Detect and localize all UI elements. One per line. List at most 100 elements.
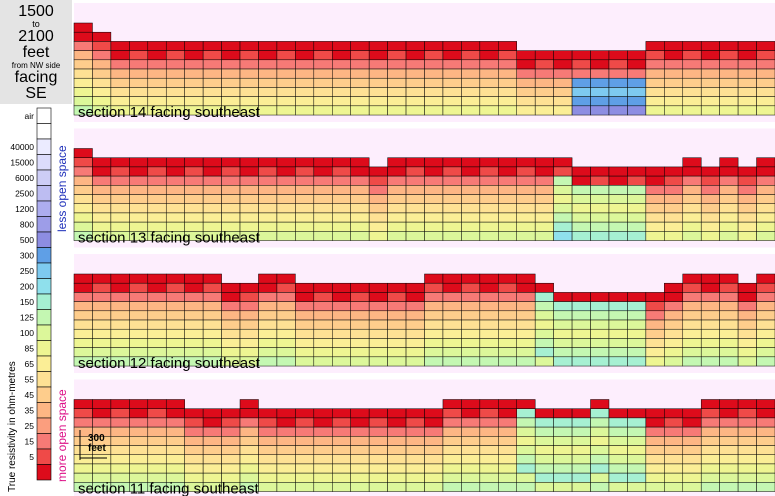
heatmap-cell xyxy=(332,356,351,367)
heatmap-cell xyxy=(627,319,647,330)
heatmap-cell xyxy=(295,68,315,79)
heatmap-cell xyxy=(258,175,278,186)
heatmap-cell xyxy=(368,408,388,419)
legend-swatch xyxy=(36,107,52,124)
heatmap-cell xyxy=(73,185,93,195)
heatmap-cell xyxy=(221,203,241,214)
heatmap-cell xyxy=(313,166,333,177)
heatmap-cell xyxy=(92,292,112,302)
heatmap-cell xyxy=(129,301,149,312)
heatmap-cell xyxy=(645,166,665,177)
heatmap-cell xyxy=(442,408,462,419)
heatmap-cell xyxy=(553,212,573,223)
heatmap-cell xyxy=(276,175,296,186)
heatmap-cell xyxy=(350,338,370,348)
heatmap-cell xyxy=(627,347,647,358)
heatmap-cell xyxy=(405,347,425,358)
heatmap-cell xyxy=(295,41,315,51)
heatmap-cell xyxy=(368,292,388,302)
heatmap-cell xyxy=(608,185,628,195)
heatmap-cell xyxy=(442,77,462,88)
heatmap-cell xyxy=(332,96,351,107)
heatmap-cell xyxy=(313,328,333,339)
heatmap-cell xyxy=(461,87,481,97)
heatmap-cell xyxy=(719,436,739,446)
heatmap-cell xyxy=(387,231,407,241)
heatmap-cell xyxy=(645,454,665,465)
heatmap-cell xyxy=(534,105,554,116)
heatmap-cell xyxy=(276,282,296,293)
heatmap-cell xyxy=(368,310,388,321)
heatmap-cell xyxy=(516,50,536,61)
heatmap-cell xyxy=(202,41,222,51)
heatmap-cell xyxy=(737,185,757,195)
heatmap-cell xyxy=(516,454,536,465)
heatmap-cell xyxy=(239,175,259,186)
heatmap-cell xyxy=(479,157,499,168)
heatmap-cell xyxy=(664,282,684,293)
heatmap-cell xyxy=(313,301,333,312)
heatmap-cell xyxy=(147,454,167,465)
heatmap-cell xyxy=(276,105,296,116)
heatmap-cell xyxy=(719,77,739,88)
heatmap-cell xyxy=(424,166,444,177)
heatmap-cell xyxy=(700,408,720,419)
heatmap-cell xyxy=(313,68,333,79)
heatmap-cell xyxy=(239,319,259,330)
heatmap-cell xyxy=(534,87,554,97)
heatmap-cell xyxy=(461,356,481,367)
heatmap-cell xyxy=(571,310,591,321)
heatmap-cell xyxy=(571,301,591,312)
heatmap-cell xyxy=(221,338,241,348)
heatmap-cell xyxy=(313,454,333,465)
heatmap-cell xyxy=(442,68,462,79)
heatmap-cell xyxy=(498,445,517,455)
heatmap-cell xyxy=(129,463,149,474)
heatmap-cell xyxy=(756,59,775,70)
heatmap-cell xyxy=(645,408,665,419)
heatmap-cell xyxy=(664,347,684,358)
heatmap-cell xyxy=(700,166,720,177)
heatmap-cell xyxy=(682,408,702,419)
heatmap-cell xyxy=(719,399,739,409)
heatmap-cell xyxy=(110,157,130,168)
heatmap-cell xyxy=(332,166,351,177)
heatmap-cell xyxy=(129,185,149,195)
heatmap-cell xyxy=(608,59,628,70)
heatmap-cell xyxy=(405,454,425,465)
heatmap-cell xyxy=(645,212,665,223)
heatmap-cell xyxy=(258,166,278,177)
heatmap-cell xyxy=(295,212,315,223)
heatmap-cell xyxy=(221,212,241,223)
legend-swatch xyxy=(36,154,52,171)
heatmap-cell xyxy=(313,203,333,214)
heatmap-cell xyxy=(700,356,720,367)
heatmap-cell xyxy=(405,463,425,474)
heatmap-cell xyxy=(442,175,462,186)
heatmap-cell xyxy=(498,231,517,241)
heatmap-cell xyxy=(239,68,259,79)
heatmap-cell xyxy=(184,445,204,455)
heatmap-cell xyxy=(645,417,665,428)
heatmap-cell xyxy=(534,203,554,214)
heatmap-cell xyxy=(184,68,204,79)
heatmap-cell xyxy=(202,203,222,214)
heatmap-cell xyxy=(682,301,702,312)
heatmap-cell xyxy=(73,41,93,51)
heatmap-cell xyxy=(258,87,278,97)
heatmap-cell xyxy=(313,472,333,483)
heatmap-cell xyxy=(405,472,425,483)
heatmap-cell xyxy=(719,273,739,284)
heatmap-cell xyxy=(202,273,222,284)
heatmap-cell xyxy=(221,301,241,312)
heatmap-cell xyxy=(737,426,757,437)
heatmap-cell xyxy=(73,454,93,465)
heatmap-cell xyxy=(608,310,628,321)
heatmap-cell xyxy=(553,445,573,455)
heatmap-cell xyxy=(221,166,241,177)
heatmap-cell xyxy=(405,212,425,223)
legend-swatch xyxy=(36,293,52,310)
legend-swatch xyxy=(36,138,52,155)
heatmap-cell xyxy=(332,454,351,465)
heatmap-cell xyxy=(700,68,720,79)
